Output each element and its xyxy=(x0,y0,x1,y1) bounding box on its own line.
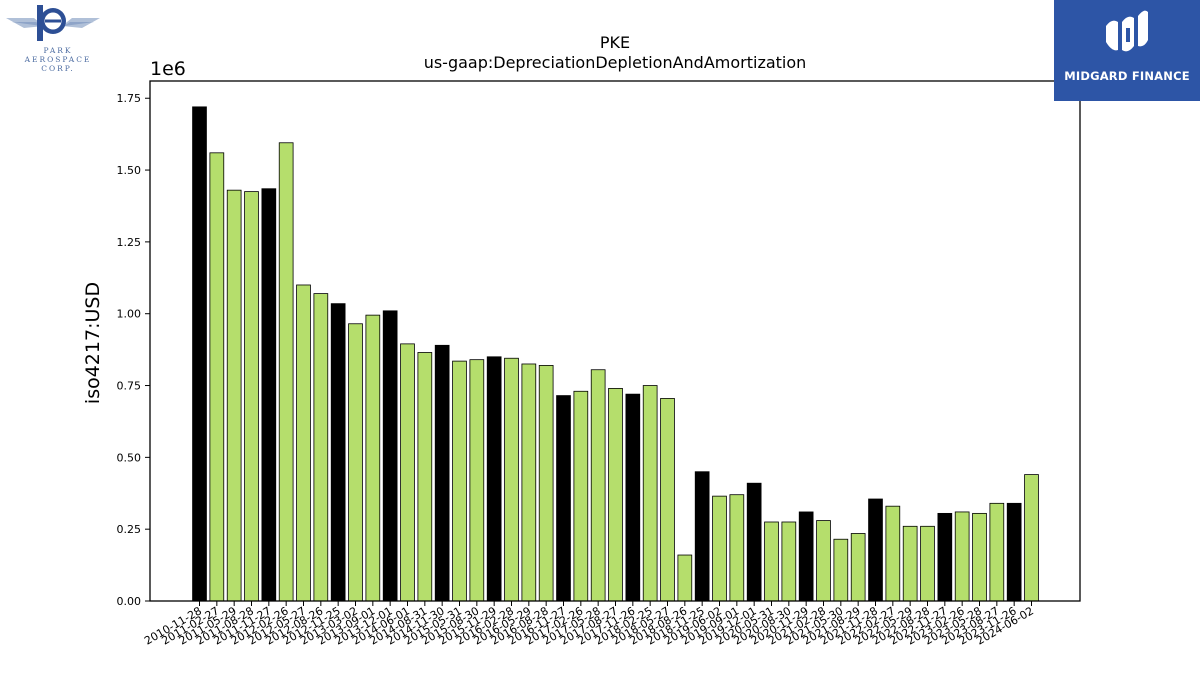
bar-2010-11-28 xyxy=(192,106,207,602)
logo-text-park: PARK xyxy=(43,46,73,55)
chart-subtitle: us-gaap:DepreciationDepletionAndAmortiza… xyxy=(424,53,807,72)
bar-2011-08-28 xyxy=(244,191,259,602)
bar-2023-02-26 xyxy=(954,511,970,602)
bar-2012-08-26 xyxy=(313,293,329,602)
y-tick-label: 0.75 xyxy=(117,380,142,393)
bar-2021-08-29 xyxy=(850,533,866,602)
y-multiplier-label: 1e6 xyxy=(150,58,186,80)
bar-2023-11-26 xyxy=(1006,502,1022,602)
y-tick-label: 0.50 xyxy=(117,451,142,464)
bar-2011-02-27 xyxy=(209,152,225,602)
bar-2014-06-01 xyxy=(400,343,415,602)
park-aerospace-logo: PARK AEROSPACE CORP. xyxy=(4,4,102,76)
bar-2017-05-28 xyxy=(590,369,606,602)
bar-2021-05-30 xyxy=(833,538,849,602)
bar-2016-02-28 xyxy=(504,357,519,602)
bar-2020-11-29 xyxy=(798,511,814,602)
bar-2023-08-27 xyxy=(989,502,1005,602)
y-tick-label: 0.25 xyxy=(117,523,142,536)
bar-2019-09-01 xyxy=(729,494,745,602)
chart-title: PKE xyxy=(600,33,630,52)
y-tick-label: 1.25 xyxy=(117,236,142,249)
bar-2015-08-30 xyxy=(469,359,485,602)
bar-2011-11-27 xyxy=(261,188,277,602)
bar-2021-02-28 xyxy=(816,520,831,602)
y-axis-label: iso4217:USD xyxy=(82,282,104,404)
y-tick-label: 1.50 xyxy=(117,164,142,177)
bar-2022-11-27 xyxy=(937,512,953,602)
y-tick-label: 1.75 xyxy=(117,92,142,105)
bar-2017-08-27 xyxy=(608,387,623,602)
bar-2018-02-25 xyxy=(642,385,658,602)
bar-2019-12-01 xyxy=(746,482,762,602)
bar-2021-11-28 xyxy=(868,498,883,602)
park-wing-icon xyxy=(6,5,100,41)
y-tick-label: 0.00 xyxy=(117,595,142,608)
bar-2022-05-29 xyxy=(902,525,918,602)
bar-2015-05-31 xyxy=(452,360,467,602)
midgard-finance-logo: MIDGARD FINANCE xyxy=(1054,0,1200,101)
bar-2019-06-02 xyxy=(712,495,727,602)
bar-2016-05-29 xyxy=(521,363,537,602)
bar-2012-11-25 xyxy=(330,303,346,602)
bar-2013-03-02 xyxy=(348,323,363,602)
bar-2016-11-27 xyxy=(556,395,571,602)
bar-2015-11-29 xyxy=(486,356,502,602)
logo-text-corp: CORP. xyxy=(41,64,75,73)
bar-2020-05-31 xyxy=(764,521,779,602)
bar-2016-08-28 xyxy=(538,365,554,602)
midgard-emblem-icon xyxy=(1106,10,1148,52)
y-tick-label: 1.00 xyxy=(117,308,142,321)
bar-2014-08-31 xyxy=(417,352,433,602)
bar-2014-11-30 xyxy=(434,344,450,602)
bar-2013-09-01 xyxy=(365,314,381,602)
bar-2024-06-02 xyxy=(1024,474,1039,602)
bar-2020-08-30 xyxy=(781,521,797,602)
bar-2017-02-26 xyxy=(573,390,589,602)
bar-2012-05-27 xyxy=(296,284,311,602)
bar-2017-11-26 xyxy=(625,393,641,602)
plot-frame xyxy=(149,80,1081,602)
bar-2018-11-25 xyxy=(694,471,710,602)
bar-2018-08-26 xyxy=(677,554,693,602)
bar-2011-05-29 xyxy=(226,189,242,602)
logo-text-aerospace: AEROSPACE xyxy=(24,55,92,64)
bar-2022-02-27 xyxy=(885,505,901,602)
bar-2013-12-01 xyxy=(382,310,398,602)
bar-2023-05-28 xyxy=(972,512,987,602)
bar-2012-02-26 xyxy=(278,142,294,602)
midgard-logo-text: MIDGARD FINANCE xyxy=(1064,69,1190,83)
bar-2018-05-27 xyxy=(660,398,675,602)
bar-2022-08-28 xyxy=(920,525,935,602)
